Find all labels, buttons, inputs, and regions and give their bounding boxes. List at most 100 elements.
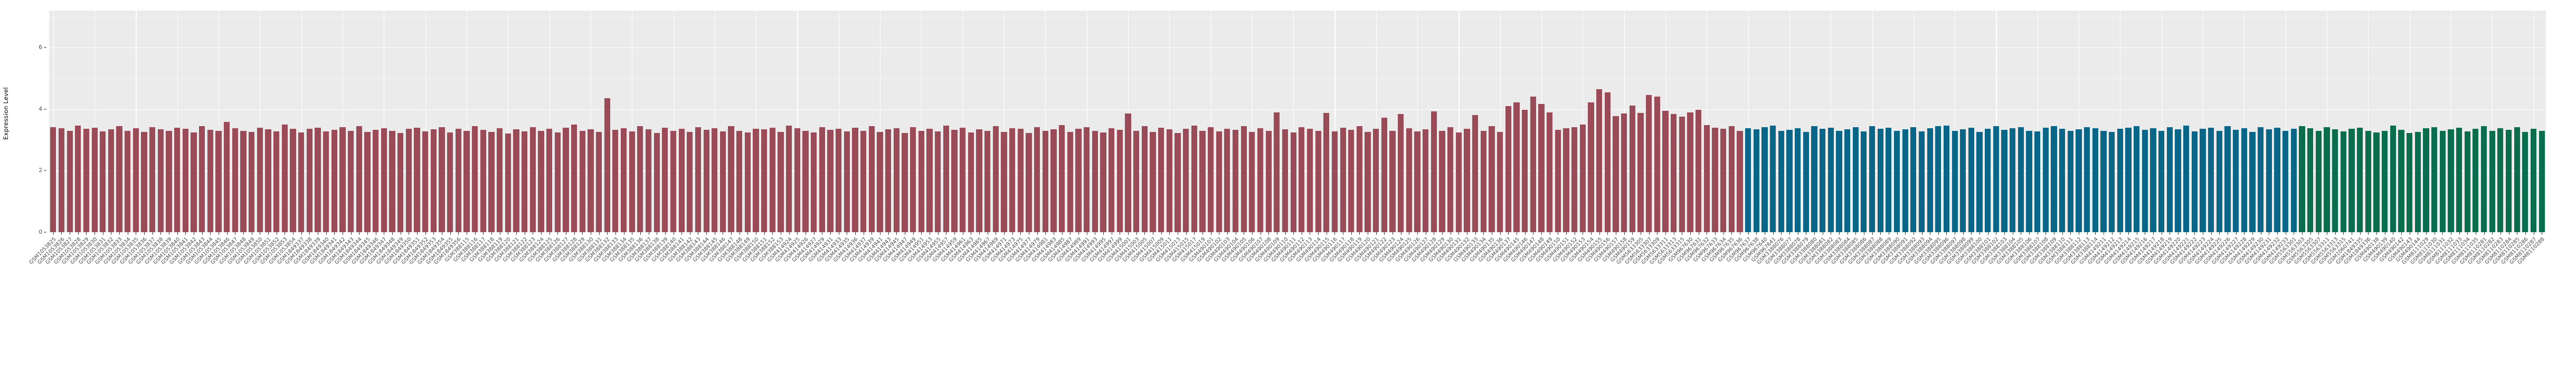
- x-axis-tick-mark: [160, 232, 162, 235]
- x-axis-tick-mark: [309, 232, 310, 235]
- bar: [695, 127, 702, 232]
- bar: [744, 132, 751, 232]
- bar: [670, 130, 677, 232]
- bar: [2290, 129, 2297, 232]
- grid-line-vertical: [425, 11, 426, 232]
- x-axis-tick-mark: [1062, 232, 1063, 235]
- bar: [2166, 127, 2173, 232]
- bar: [2117, 129, 2124, 232]
- x-axis-tick-mark: [1252, 232, 1253, 235]
- bar: [281, 124, 288, 232]
- bar: [1695, 109, 1702, 232]
- bar: [1703, 125, 1710, 232]
- bar: [306, 129, 312, 232]
- x-axis-tick-mark: [1624, 232, 1625, 235]
- x-axis-tick-mark: [541, 232, 542, 235]
- bar: [75, 126, 81, 232]
- bar: [802, 130, 809, 232]
- x-axis-tick-mark: [326, 232, 327, 235]
- bar: [1629, 105, 1635, 232]
- grid-line-horizontal: [49, 170, 2546, 172]
- bar: [232, 128, 239, 232]
- bar: [687, 131, 693, 232]
- x-axis-tick-mark: [1599, 232, 1600, 235]
- grid-line-vertical: [1169, 11, 1170, 232]
- bar: [2183, 126, 2190, 232]
- bar: [943, 126, 949, 232]
- bar: [348, 130, 354, 232]
- x-axis-tick-mark: [61, 232, 62, 235]
- bar: [249, 131, 255, 232]
- x-axis-tick-mark: [1128, 232, 1129, 235]
- bar: [1943, 126, 1950, 232]
- x-axis-tick-mark: [2302, 232, 2303, 235]
- bar: [2398, 130, 2404, 232]
- bar: [1588, 102, 1594, 232]
- x-axis-tick-mark: [1475, 232, 1476, 235]
- bar: [1009, 128, 1016, 232]
- bar: [2489, 130, 2495, 232]
- bar: [2480, 126, 2487, 232]
- bar: [579, 130, 585, 232]
- x-axis-tick-mark: [665, 232, 666, 235]
- bar: [2464, 131, 2470, 232]
- grid-line-vertical: [94, 11, 96, 232]
- x-axis-tick-mark: [2376, 232, 2377, 235]
- bar: [960, 127, 966, 232]
- bar: [157, 129, 164, 232]
- grid-line-vertical: [1789, 11, 1790, 232]
- bar: [2406, 133, 2413, 232]
- x-axis-tick-mark: [433, 232, 434, 235]
- y-axis-tick-label: 2: [39, 167, 42, 174]
- x-axis-tick-mark: [855, 232, 856, 235]
- bar: [1034, 127, 1040, 232]
- bar: [761, 129, 768, 232]
- bar: [1207, 127, 1214, 232]
- bar: [1083, 127, 1090, 232]
- bar: [2530, 129, 2537, 232]
- bar: [1150, 131, 1156, 232]
- bar: [381, 128, 387, 232]
- grid-line-horizontal: [49, 47, 2546, 49]
- x-axis-tick-mark: [921, 232, 922, 235]
- bar: [736, 130, 743, 232]
- bar: [496, 128, 503, 232]
- x-axis-tick-mark: [1351, 232, 1352, 235]
- bar: [1803, 131, 1809, 232]
- bar: [422, 131, 429, 232]
- y-axis-title: Expression Level: [2, 87, 10, 140]
- bar: [1555, 130, 1561, 232]
- bar: [463, 130, 470, 232]
- x-axis-tick-mark: [1202, 232, 1203, 235]
- bar: [2299, 126, 2305, 232]
- grid-line-vertical: [1417, 11, 1418, 232]
- x-axis-tick-mark: [1814, 232, 1815, 235]
- x-axis-tick-mark: [2236, 232, 2237, 235]
- bar: [1563, 128, 1569, 232]
- bar: [1340, 127, 1346, 232]
- y-axis-tick-label: 6: [39, 44, 42, 51]
- x-axis-tick-mark: [491, 232, 492, 235]
- bar: [1306, 129, 1313, 232]
- bar: [637, 126, 643, 232]
- bar: [1414, 131, 1420, 232]
- y-axis-tick-mark: [44, 170, 46, 171]
- bar: [339, 127, 346, 232]
- bar: [2059, 129, 2066, 232]
- grid-line-vertical: [797, 11, 798, 232]
- grid-line-horizontal-minor: [49, 78, 2546, 79]
- bar: [125, 130, 131, 232]
- bar: [2348, 129, 2355, 232]
- bar: [2505, 130, 2512, 232]
- bar: [1191, 126, 1197, 232]
- bar: [2150, 128, 2156, 232]
- bar: [439, 127, 445, 232]
- bar: [2439, 130, 2446, 232]
- x-axis-tick-mark: [574, 232, 575, 235]
- bar: [1745, 128, 1751, 232]
- bar: [1737, 130, 1743, 232]
- x-axis-tick-mark: [1020, 232, 1021, 235]
- chart-figure: Expression Level 0 2 4 6 GSM1053825 GSM10538…: [2, 11, 2546, 266]
- x-axis-tick-mark: [2343, 232, 2344, 235]
- x-axis-tick-mark: [226, 232, 228, 235]
